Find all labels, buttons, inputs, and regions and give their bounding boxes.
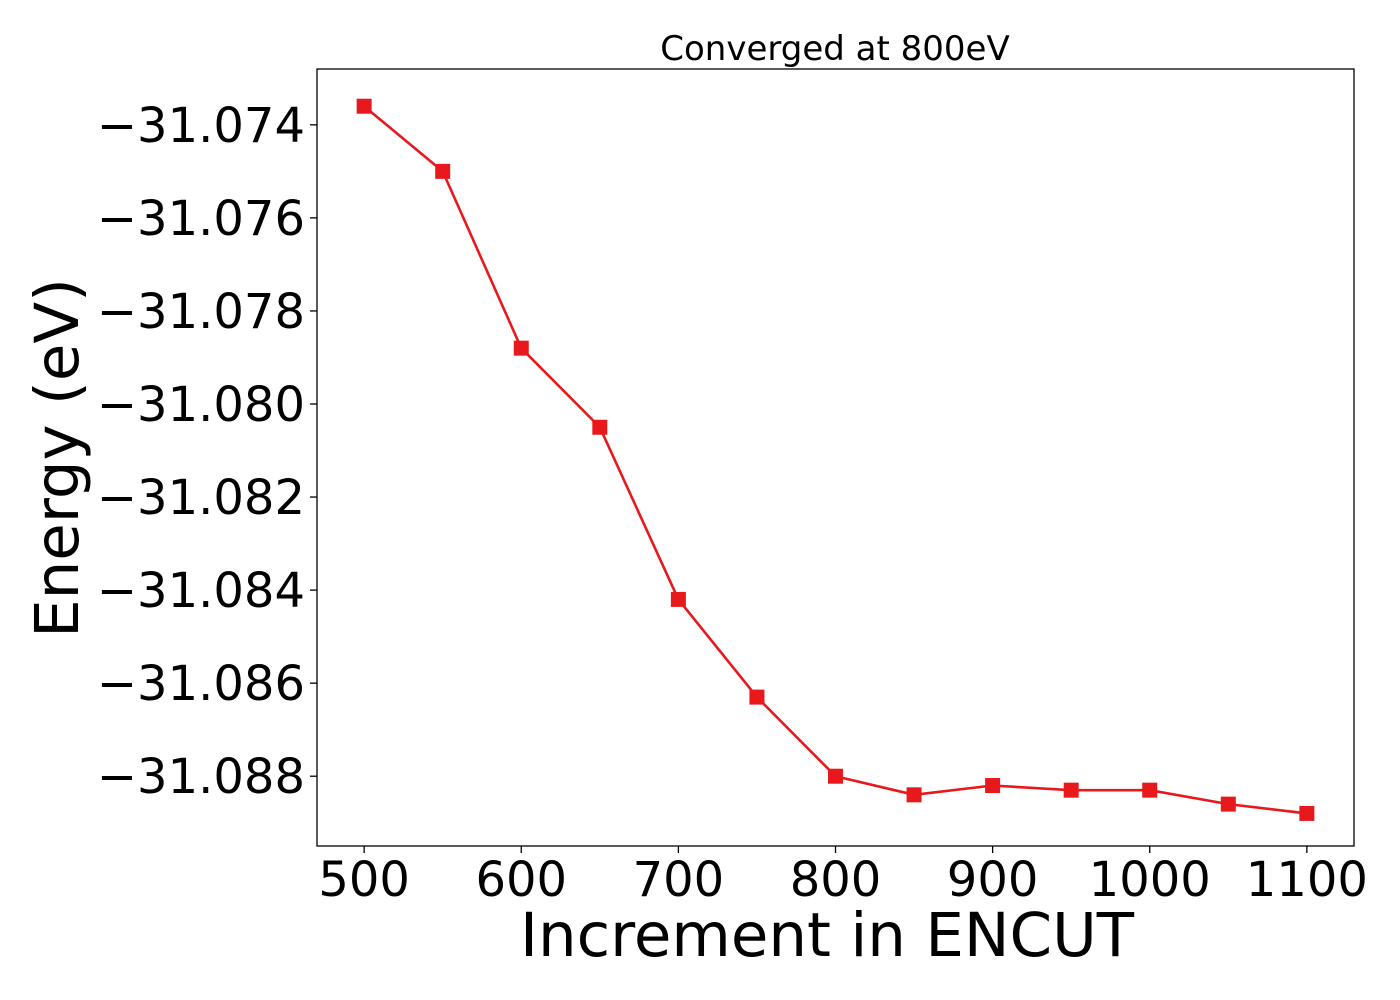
plot-frame [316,68,1355,847]
x-axis: 500 600 700 800 900 1000 1100 [318,846,1368,908]
y-tick-label: −31.088 [97,749,305,805]
x-tick-label: 800 [790,852,882,908]
data-point-marker [670,591,686,607]
x-tick-label: 1000 [1089,852,1211,908]
data-point-marker [1299,805,1315,821]
y-tick-label: −31.078 [97,284,305,340]
x-tick-label: 900 [947,852,1039,908]
data-point-marker [435,163,451,179]
x-tick-label: 600 [475,852,567,908]
y-tick-label: −31.074 [97,98,305,154]
data-point-marker [1063,782,1079,798]
series-line [363,105,1308,815]
y-tick-label: −31.086 [97,656,305,712]
data-point-marker [828,768,843,784]
data-point-marker [749,689,765,705]
data-point-marker [985,778,1001,794]
data-point-marker [1220,796,1236,812]
x-tick-label: 700 [633,852,725,908]
y-tick-label: −31.080 [97,377,305,433]
data-point-marker [906,787,922,803]
plot-area [356,98,1315,821]
y-tick-label: −31.084 [97,563,305,619]
x-tick-label: 500 [318,852,410,908]
y-tick-label: −31.082 [97,470,305,526]
x-tick-label: 1100 [1246,852,1368,908]
y-tick-label: −31.076 [97,191,305,247]
x-axis-title: Increment in ENCUT [520,900,1135,971]
y-axis: −31.074 −31.076 −31.078 −31.080 −31.082 −31.0… [97,98,317,805]
data-point-marker [1142,782,1158,798]
chart-title: Converged at 800eV [660,29,1009,69]
data-point-marker [513,340,529,356]
y-axis-title: Energy (eV) [22,278,93,638]
data-point-marker [356,98,372,114]
data-point-marker [592,419,608,435]
